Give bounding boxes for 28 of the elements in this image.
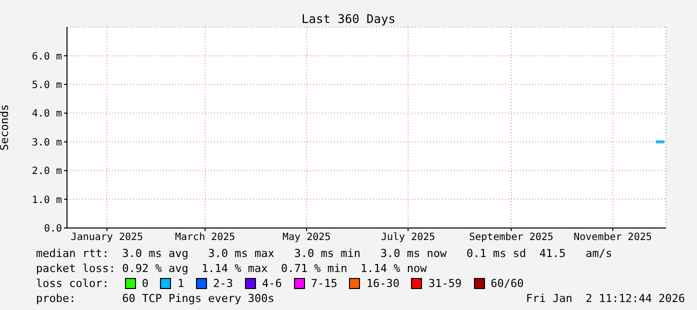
legend-label: 2-3: [213, 277, 233, 290]
y-tick-label: 1.0 m: [32, 194, 62, 206]
legend-label: 16-30: [366, 277, 400, 290]
text: median rtt: 3.0 ms avg 3.0 ms max 3.0 ms min 3.0 ms now 0.1 ms sd 41.5 am/s: [36, 247, 612, 260]
legend-label: 60/60: [490, 277, 524, 290]
text: packet loss: 0.92 % avg 1.14 % max 0.71 % min 1.14 % now: [36, 262, 427, 275]
text: Fri Jan 2 11:12:44 2026: [526, 292, 685, 305]
y-tick-label: 2.0 m: [32, 166, 62, 178]
text: loss color:: [36, 277, 109, 290]
legend-label: 4-6: [262, 277, 282, 290]
y-axis-title: Seconds: [0, 104, 11, 151]
text: probe: 60 TCP Pings every 300s: [36, 292, 274, 305]
legend-label: 7-15: [310, 277, 338, 290]
x-tick-label: July 2025: [381, 232, 436, 244]
legend-label: 1: [177, 277, 184, 290]
chart-title: Last 360 Days: [300, 12, 396, 26]
x-tick-label: May 2025: [282, 232, 331, 244]
x-tick-label: January 2025: [70, 232, 144, 244]
y-tick-label: 3.0 m: [32, 137, 62, 148]
legend-label: 31-59: [428, 277, 462, 290]
x-tick-label: September 2025: [469, 232, 554, 244]
y-tick-label: 0.0: [44, 224, 62, 235]
x-tick-label: November 2025: [574, 232, 652, 244]
y-tick-label: 6.0 m: [32, 51, 62, 62]
y-tick-label: 4.0 m: [32, 108, 62, 120]
x-tick-label: March 2025: [174, 232, 236, 244]
legend-label: 0: [142, 277, 148, 290]
y-tick-label: 5.0 m: [32, 80, 62, 91]
